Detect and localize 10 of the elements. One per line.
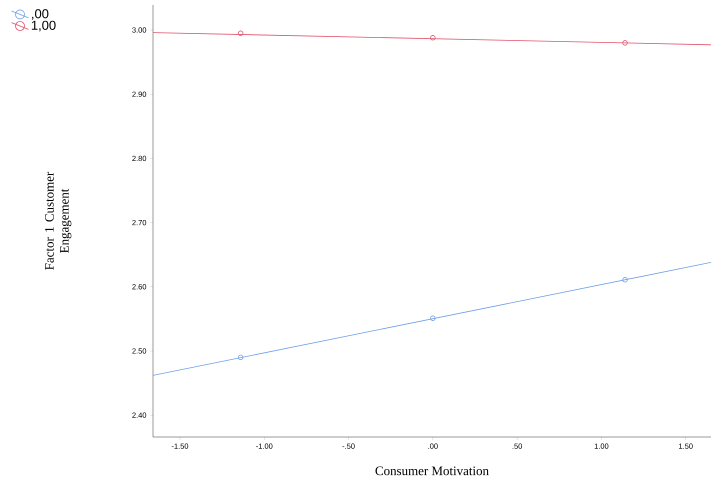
point [238, 354, 244, 360]
legend-label: 1,00 [32, 20, 56, 32]
point [430, 35, 436, 40]
point [430, 316, 436, 321]
point [622, 40, 628, 46]
x-axis-title: Consumer Motivation [376, 466, 489, 476]
point [622, 277, 628, 282]
legend-label: ,00 [32, 9, 48, 20]
y-axis-title: Factor 1 Customer Engagement [45, 172, 72, 270]
point [238, 30, 244, 36]
